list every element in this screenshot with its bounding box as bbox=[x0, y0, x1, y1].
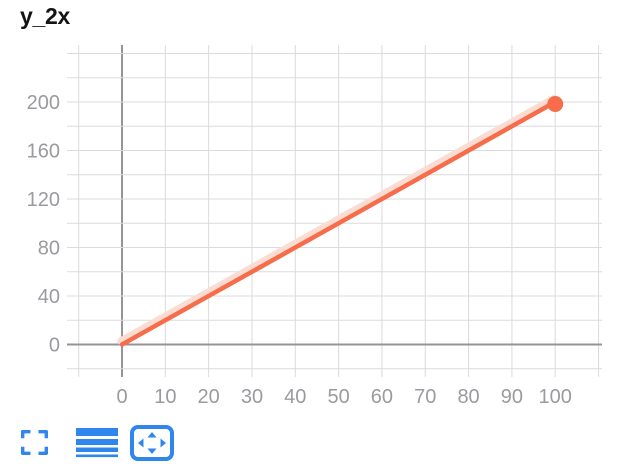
x-tick-label: 30 bbox=[241, 386, 263, 408]
fit-to-view-button[interactable] bbox=[130, 424, 174, 462]
x-tick-label: 40 bbox=[284, 386, 306, 408]
x-tick-label: 90 bbox=[501, 386, 523, 408]
x-tick-label: 100 bbox=[539, 386, 572, 408]
y-tick-label: 40 bbox=[38, 286, 60, 308]
line-width-icon bbox=[76, 428, 118, 458]
line-width-button[interactable] bbox=[76, 428, 118, 458]
x-tick-label: 70 bbox=[414, 386, 436, 408]
series-line bbox=[119, 99, 558, 347]
x-tick-label: 60 bbox=[371, 386, 393, 408]
pan-arrows-icon bbox=[130, 425, 174, 461]
x-tick-label: 10 bbox=[154, 386, 176, 408]
y-tick-label: 120 bbox=[27, 189, 60, 211]
x-tick-label: 20 bbox=[198, 386, 220, 408]
x-tick-label: 0 bbox=[116, 386, 127, 408]
fullscreen-icon bbox=[21, 430, 48, 455]
x-tick-label: 50 bbox=[327, 386, 349, 408]
fullscreen-button[interactable] bbox=[21, 430, 48, 455]
line-chart-canvas[interactable]: 0 10 20 30 40 50 60 70 80 90 100 0 40 80 120 160 200 bbox=[0, 0, 624, 412]
y-tick-label: 160 bbox=[27, 140, 60, 162]
y-tick-label: 200 bbox=[27, 92, 60, 114]
series-line-halo bbox=[117, 94, 558, 345]
y-tick-label: 0 bbox=[49, 335, 60, 357]
chart-title: y_2x bbox=[20, 3, 70, 29]
x-tick-label: 80 bbox=[457, 386, 479, 408]
series-end-point bbox=[547, 95, 564, 112]
y-tick-label: 80 bbox=[38, 237, 60, 259]
